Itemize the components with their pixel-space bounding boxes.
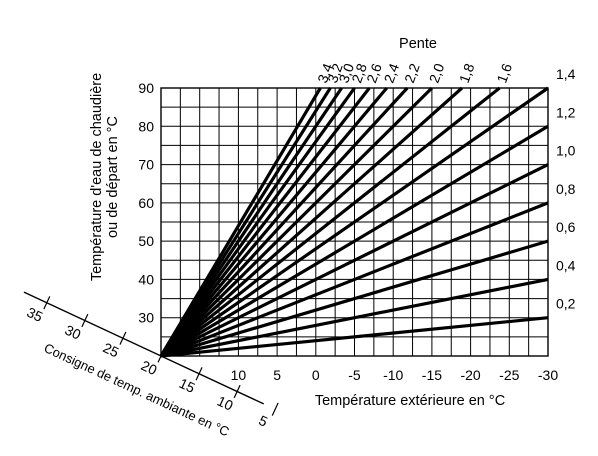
heating-curve-line [160, 86, 549, 358]
y-axis-label-line-2: ou de départ en °C [105, 116, 121, 238]
slope-label: 1,0 [556, 143, 576, 159]
slope-label: 0,6 [556, 219, 576, 235]
slope-label: 2,4 [381, 61, 403, 85]
labels: 10 5 0 -5 -10 -15 -20 -25 -30908070605040303,43,… [138, 61, 575, 383]
room-axis-tick [81, 313, 89, 328]
heating-curve-line [159, 86, 388, 358]
heating-curve-line [160, 86, 501, 358]
x-tick-label: -30 [538, 367, 558, 383]
slope-label: 2,0 [426, 61, 448, 85]
x-tick-label: -25 [499, 367, 519, 383]
pente-title: Pente [399, 36, 437, 52]
heating-curve-line [159, 86, 409, 358]
room-tick-label: 5 [256, 412, 270, 430]
room-tick-label: 25 [101, 339, 122, 360]
series-lines [159, 86, 549, 358]
heating-curve-line [160, 277, 549, 358]
heating-curve-line [160, 124, 549, 358]
heating-curve-line [159, 87, 371, 357]
x-tick-label: 5 [273, 367, 281, 383]
x-tick-label: 0 [312, 367, 320, 383]
x-tick-label: 10 [231, 367, 247, 383]
room-axis-tick [157, 349, 165, 363]
slope-label: 0,4 [556, 257, 576, 273]
x-tick-label: -15 [422, 367, 442, 383]
y-tick-label: 30 [138, 310, 154, 326]
room-tick-label: 30 [63, 322, 84, 343]
room-axis-tick [43, 296, 51, 310]
room-axis-tick [271, 402, 279, 416]
slope-label: 3,0 [335, 61, 357, 85]
heating-curve-line [159, 87, 356, 357]
heating-curve-line [159, 87, 343, 357]
slope-label: 1,6 [493, 61, 515, 85]
x-tick-label: -20 [460, 367, 480, 383]
slope-label: 2,2 [401, 61, 423, 85]
slope-label: 1,4 [556, 66, 576, 82]
heating-curve-line [160, 316, 549, 358]
heating-curve-line [159, 86, 434, 358]
y-tick-label: 70 [138, 157, 154, 173]
y-tick-label: 50 [138, 233, 154, 249]
y-axis-label-line-1: Température d'eau de chaudière [89, 73, 105, 281]
slope-label: 1,8 [456, 61, 478, 85]
room-tick-label: 15 [177, 375, 198, 396]
x-tick-label: -5 [348, 367, 361, 383]
slope-label: 3,4 [314, 61, 336, 85]
room-axis-tick [233, 384, 241, 399]
y-tick-label: 90 [138, 80, 154, 96]
room-axis-tick [119, 331, 127, 345]
x-axis-label: Température extérieure en °C [315, 393, 505, 409]
slope-label: 1,2 [556, 104, 576, 120]
slope-label: 0,2 [556, 296, 576, 312]
room-axis-line [23, 291, 265, 405]
y-tick-label: 40 [138, 271, 154, 287]
slope-label: 0,8 [556, 181, 576, 197]
heating-curve-line [160, 201, 549, 358]
slope-label: 2,8 [348, 61, 370, 85]
y-tick-label: 80 [138, 118, 154, 134]
room-tick-label: 20 [139, 357, 160, 378]
room-tick-label: 10 [215, 393, 236, 414]
heating-curve-line [160, 239, 549, 358]
room-tick-label: 35 [24, 304, 45, 325]
y-tick-label: 60 [138, 195, 154, 211]
x-tick-label: -10 [383, 367, 403, 383]
heating-curve-line [159, 86, 464, 358]
room-axis-tick [195, 367, 203, 381]
heating-curve-line [160, 163, 549, 358]
slope-label: 2,6 [363, 61, 385, 85]
slope-label: 3,2 [324, 61, 346, 85]
room-axis-label: Consigne de temp. ambiante en °C [42, 340, 232, 439]
